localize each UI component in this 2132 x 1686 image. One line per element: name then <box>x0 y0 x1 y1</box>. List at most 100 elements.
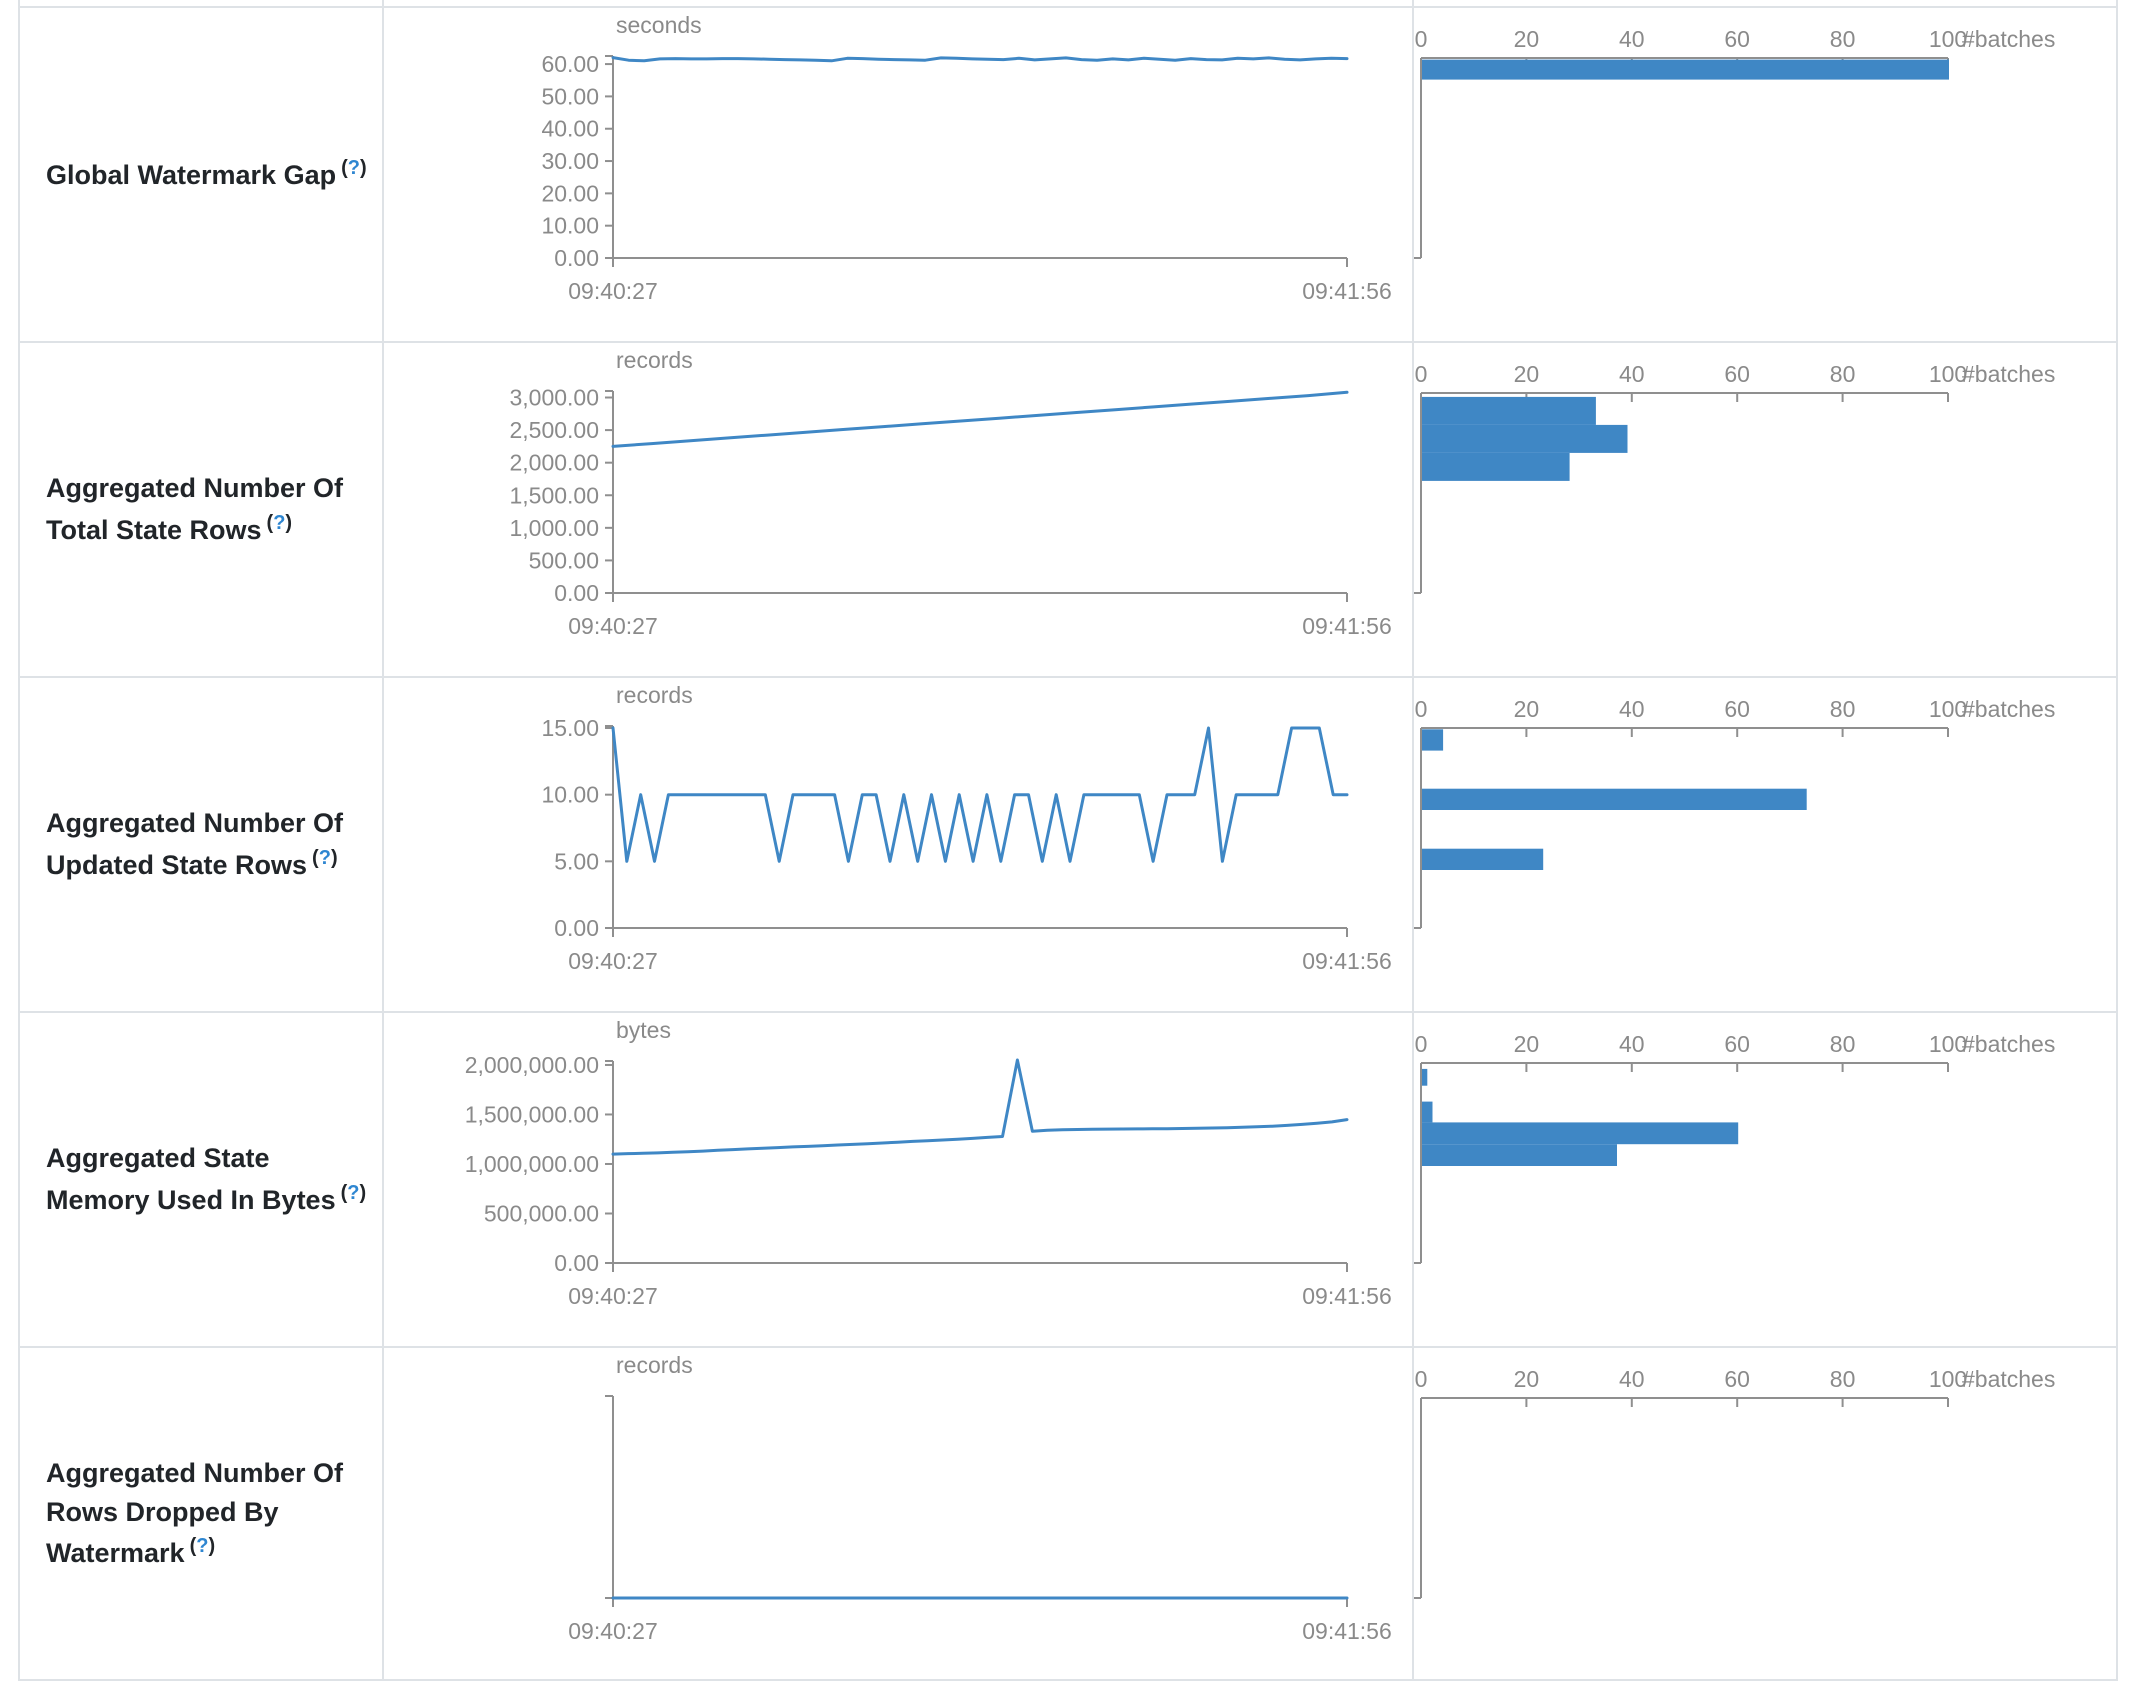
help-question-icon[interactable]: ? <box>196 1535 209 1558</box>
help-question-icon[interactable]: ? <box>347 156 360 179</box>
histogram-x-tick-label: 0 <box>1415 1366 1428 1392</box>
histogram-bar <box>1422 848 1544 870</box>
histogram-x-tick-label: 40 <box>1619 26 1645 52</box>
metric-help-link[interactable]: (?) <box>341 1182 367 1204</box>
histogram-bar <box>1422 396 1596 425</box>
x-axis-end-label: 09:41:56 <box>1302 278 1392 304</box>
y-axis-tick-label: 1,500.00 <box>509 482 599 508</box>
histogram-x-tick-label: 40 <box>1619 1031 1645 1057</box>
y-axis-unit-label: records <box>616 1352 693 1378</box>
help-paren-close: ) <box>208 1535 216 1558</box>
histogram-x-tick-label: 60 <box>1724 1366 1750 1392</box>
histogram-bar <box>1422 424 1628 453</box>
histogram-x-axis-unit-label: #batches <box>1962 361 2055 387</box>
histogram-x-tick-label: 80 <box>1830 26 1856 52</box>
metric-row: Aggregated State Memory Used In Bytes (?)… <box>18 1011 2118 1346</box>
histogram-bar <box>1422 59 1949 80</box>
help-paren-open: ( <box>312 846 319 869</box>
histogram-x-tick-label: 100 <box>1929 26 1967 52</box>
histogram-bar <box>1422 1101 1433 1123</box>
histogram-bar <box>1422 1068 1428 1086</box>
x-axis-end-label: 09:41:56 <box>1302 948 1392 974</box>
metric-label-cell: Aggregated Number Of Updated State Rows(… <box>20 678 384 1011</box>
top-strip-label-cell <box>20 0 384 6</box>
y-axis-tick-label: 30.00 <box>541 148 599 174</box>
timeline-line-chart: records 3,000.00 2,500.00 2,000.00 1,500.00 1… <box>509 347 1391 639</box>
histogram-x-tick-label: 0 <box>1415 361 1428 387</box>
help-paren-open: ( <box>341 156 348 179</box>
timeline-line-chart: records 15.00 10.00 5.00 0.00 09:40:27 09:41:5… <box>541 682 1392 974</box>
histogram-x-tick-label: 20 <box>1514 1031 1540 1057</box>
histogram-x-tick-label: 100 <box>1929 1366 1967 1392</box>
help-paren-close: ) <box>359 156 367 179</box>
histogram-x-tick-label: 80 <box>1830 1031 1856 1057</box>
timeline-chart-cell: seconds 60.00 50.00 40.00 30.00 20.00 10.00 0.0… <box>384 8 1414 341</box>
metric-row: Aggregated Number Of Updated State Rows(… <box>18 676 2118 1011</box>
help-question-icon[interactable]: ? <box>273 511 286 534</box>
y-axis-tick-label: 15.00 <box>541 715 599 741</box>
histogram-chart-cell: 0 20 40 60 80 100 #batches <box>1414 678 2116 1011</box>
value-distribution-histogram: 0 20 40 60 80 100#batches <box>1414 1366 2055 1599</box>
histogram-x-tick-label: 20 <box>1514 696 1540 722</box>
value-distribution-histogram: 0 20 40 60 80 100#batches <box>1414 361 2055 594</box>
help-paren-close: ) <box>359 1181 367 1204</box>
metric-label: Global Watermark Gap <box>46 159 337 190</box>
metric-help-link[interactable]: (?) <box>341 157 367 179</box>
y-axis-unit-label: seconds <box>616 12 702 38</box>
metric-label-text: Aggregated Number Of Updated State Rows(… <box>46 804 368 884</box>
y-axis-tick-label: 0.00 <box>554 1250 599 1276</box>
metric-label: Aggregated Number Of Updated State Rows <box>46 808 344 880</box>
value-distribution-histogram: 0 20 40 60 80 100#batches <box>1414 26 2055 259</box>
metric-help-link[interactable]: (?) <box>190 1535 216 1557</box>
metric-label-text: Aggregated State Memory Used In Bytes (?) <box>46 1139 368 1219</box>
metric-help-link[interactable]: (?) <box>312 847 338 869</box>
y-axis-tick-label: 2,000,000.00 <box>465 1052 599 1078</box>
y-axis-tick-label: 0.00 <box>554 915 599 941</box>
metric-label-text: Aggregated Number Of Total State Rows (?) <box>46 469 368 549</box>
histogram-x-tick-label: 0 <box>1415 696 1428 722</box>
metric-label: Aggregated Number Of Total State Rows <box>46 473 344 545</box>
y-axis-tick-label: 1,500,000.00 <box>465 1101 599 1127</box>
x-axis-end-label: 09:41:56 <box>1302 1618 1392 1644</box>
y-axis-unit-label: records <box>616 682 693 708</box>
y-axis-tick-label: 10.00 <box>541 213 599 239</box>
histogram-x-tick-label: 20 <box>1514 26 1540 52</box>
help-question-icon[interactable]: ? <box>318 846 331 869</box>
help-paren-close: ) <box>285 511 293 534</box>
metric-help-link[interactable]: (?) <box>267 512 293 534</box>
histogram-x-tick-label: 40 <box>1619 696 1645 722</box>
histogram-x-tick-label: 60 <box>1724 696 1750 722</box>
y-axis-tick-label: 500,000.00 <box>484 1200 599 1226</box>
histogram-x-axis-unit-label: #batches <box>1962 1366 2055 1392</box>
y-axis-unit-label: records <box>616 347 693 373</box>
y-axis-tick-label: 0.00 <box>554 245 599 271</box>
histogram-x-tick-label: 60 <box>1724 1031 1750 1057</box>
histogram-chart-cell: 0 20 40 60 80 100 #batches <box>1414 8 2116 341</box>
top-strip-timeline-cell <box>384 0 1414 6</box>
histogram-x-tick-label: 80 <box>1830 361 1856 387</box>
metric-row: Aggregated Number Of Rows Dropped By Wat… <box>18 1346 2118 1681</box>
histogram-x-axis-unit-label: #batches <box>1962 26 2055 52</box>
help-paren-open: ( <box>266 511 274 534</box>
timeline-data-line <box>611 390 1349 448</box>
metric-rows: Global Watermark Gap (?) seconds 60.00 50.0… <box>18 6 2118 1681</box>
histogram-x-tick-label: 60 <box>1724 361 1750 387</box>
x-axis-start-label: 09:40:27 <box>568 948 658 974</box>
histogram-x-axis-unit-label: #batches <box>1962 696 2055 722</box>
y-axis-tick-label: 60.00 <box>541 51 599 77</box>
histogram-x-tick-label: 100 <box>1929 361 1967 387</box>
timeline-line-chart: seconds 60.00 50.00 40.00 30.00 20.00 10.00 0.0… <box>541 12 1392 304</box>
metric-label-cell: Aggregated Number Of Rows Dropped By Wat… <box>20 1348 384 1679</box>
metric-row: Global Watermark Gap (?) seconds 60.00 50.0… <box>18 6 2118 341</box>
help-paren-close: ) <box>330 846 338 869</box>
y-axis-tick-label: 0.00 <box>554 580 599 606</box>
histogram-x-tick-label: 80 <box>1830 1366 1856 1392</box>
timeline-chart-cell: records 09:40:27 09:41:56 <box>384 1348 1414 1679</box>
y-axis-tick-label: 2,500.00 <box>509 417 599 443</box>
y-axis-unit-label: bytes <box>616 1017 671 1043</box>
timeline-chart-cell: records 15.00 10.00 5.00 0.00 09:40:27 09:41:5… <box>384 678 1414 1011</box>
histogram-x-tick-label: 0 <box>1415 1031 1428 1057</box>
x-axis-start-label: 09:40:27 <box>568 613 658 639</box>
y-axis-tick-label: 5.00 <box>554 848 599 874</box>
help-question-icon[interactable]: ? <box>347 1181 360 1204</box>
